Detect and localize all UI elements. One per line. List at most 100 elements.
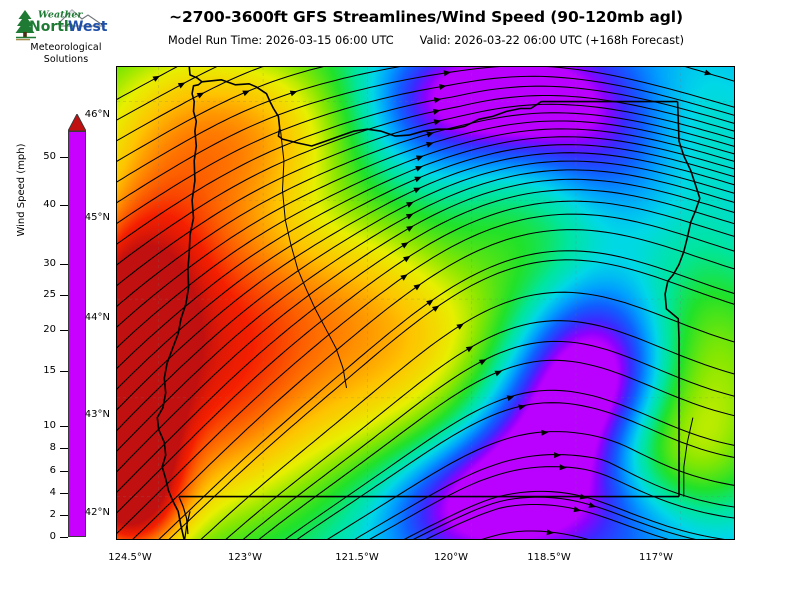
streamline-arrow <box>415 166 423 172</box>
streamline-arrow <box>177 82 186 89</box>
streamline <box>481 530 589 539</box>
colorbar-tick <box>60 470 68 472</box>
longitude-label: 118.5°W <box>527 552 571 563</box>
colorbar-tick-label: 8 <box>49 442 56 454</box>
latitude-label: 43°N <box>84 409 110 420</box>
streamline <box>117 120 734 328</box>
colorbar-gradient <box>68 131 86 537</box>
streamline <box>684 67 734 82</box>
streamlines <box>117 67 734 539</box>
border-path <box>683 417 694 497</box>
latitude-label: 45°N <box>84 212 110 223</box>
streamline-arrow <box>403 255 411 263</box>
streamline-arrow <box>289 90 298 97</box>
longitude-label: 117°W <box>639 552 673 563</box>
colorbar-tick-label: 20 <box>43 324 56 336</box>
streamline-arrow <box>494 370 503 377</box>
map-plot-area[interactable] <box>116 66 735 540</box>
streamline <box>425 503 669 539</box>
border-path <box>184 511 191 539</box>
streamline <box>117 75 734 224</box>
colorbar-tick <box>60 492 68 494</box>
streamline <box>117 189 734 493</box>
streamline <box>117 112 734 307</box>
streamline-arrow <box>432 305 440 312</box>
streamline-arrow <box>413 187 421 194</box>
logo-subtitle-line1: Meteorological <box>30 42 102 53</box>
streamline <box>117 67 734 204</box>
streamline <box>168 259 734 539</box>
colorbar-tick-label: 4 <box>49 486 56 498</box>
streamline <box>117 213 734 534</box>
streamline-arrow <box>405 213 414 220</box>
streamline <box>117 67 264 142</box>
logo-subtitle-line2: Solutions <box>43 54 89 65</box>
streamline <box>117 160 734 432</box>
colorbar: Wind Speed (mph) 0 2 4 6 8 10 15 20 25 30 40 50 <box>0 0 116 600</box>
pine-tree-icon <box>15 10 35 37</box>
colorbar-tick-label: 25 <box>43 289 56 301</box>
longitude-label: 124.5°W <box>108 552 152 563</box>
streamline <box>117 178 734 473</box>
streamline <box>242 340 734 539</box>
logo-north-text: North <box>29 19 74 35</box>
streamline <box>354 453 734 539</box>
streamline-arrow <box>478 359 487 366</box>
brand-logo: Weather North West Meteorological Soluti… <box>12 6 120 68</box>
streamline <box>296 402 734 539</box>
colorbar-tick <box>60 370 68 372</box>
streamline-arrow <box>443 70 451 77</box>
logo-artwork: Weather North West <box>15 9 108 41</box>
colorbar-tick <box>60 330 68 332</box>
streamline-arrow <box>413 283 421 291</box>
colorbar-tick-label: 0 <box>49 531 56 542</box>
logo-weather-text: Weather <box>38 10 83 21</box>
streamline-arrow <box>196 92 205 99</box>
streamline-arrow <box>401 242 409 249</box>
longitude-label: 120°W <box>434 552 468 563</box>
model-run-time: Model Run Time: 2026-03-15 06:00 UTC <box>168 34 394 47</box>
streamline-arrow <box>456 323 464 330</box>
streamline-arrow <box>432 108 441 115</box>
geography-borders <box>156 67 701 539</box>
streamline-arrow <box>465 346 474 353</box>
streamline <box>117 67 324 162</box>
colorbar-tick <box>60 537 68 538</box>
colorbar-tick-label: 50 <box>43 150 56 162</box>
streamline <box>200 291 734 539</box>
streamline <box>117 128 734 349</box>
streamline <box>369 466 734 539</box>
border-path <box>664 101 701 497</box>
streamline-arrow <box>518 404 526 411</box>
border-path <box>279 129 347 388</box>
streamline <box>117 94 734 266</box>
colorbar-tick <box>60 156 68 158</box>
streamline <box>117 136 734 369</box>
streamline-arrow <box>152 75 161 82</box>
streamline-arrow <box>426 131 434 138</box>
border-path <box>201 79 531 147</box>
streamline-arrow <box>541 429 549 436</box>
streamline-arrow <box>554 452 562 459</box>
logo-west-text: West <box>68 19 108 35</box>
streamline-arrow <box>433 119 442 126</box>
streamline-arrow <box>588 502 597 508</box>
colorbar-tick-label: 2 <box>49 508 56 520</box>
streamline <box>117 152 734 411</box>
colorbar-tick <box>60 448 68 450</box>
colorbar-axis-label: Wind Speed (mph) <box>16 143 27 237</box>
border-path <box>156 67 203 539</box>
streamline <box>117 169 734 452</box>
latitude-label: 46°N <box>84 109 110 120</box>
streamline-arrow <box>242 90 250 97</box>
streamline-arrow <box>439 84 447 90</box>
streamline-arrow <box>406 201 414 208</box>
colorbar-tick <box>60 263 68 265</box>
colorbar-tick <box>60 295 68 297</box>
colorbar-tick-label: 6 <box>49 464 56 476</box>
streamline <box>117 200 734 514</box>
longitude-label: 123°W <box>228 552 262 563</box>
streamline <box>158 250 734 539</box>
border-path <box>530 100 678 110</box>
